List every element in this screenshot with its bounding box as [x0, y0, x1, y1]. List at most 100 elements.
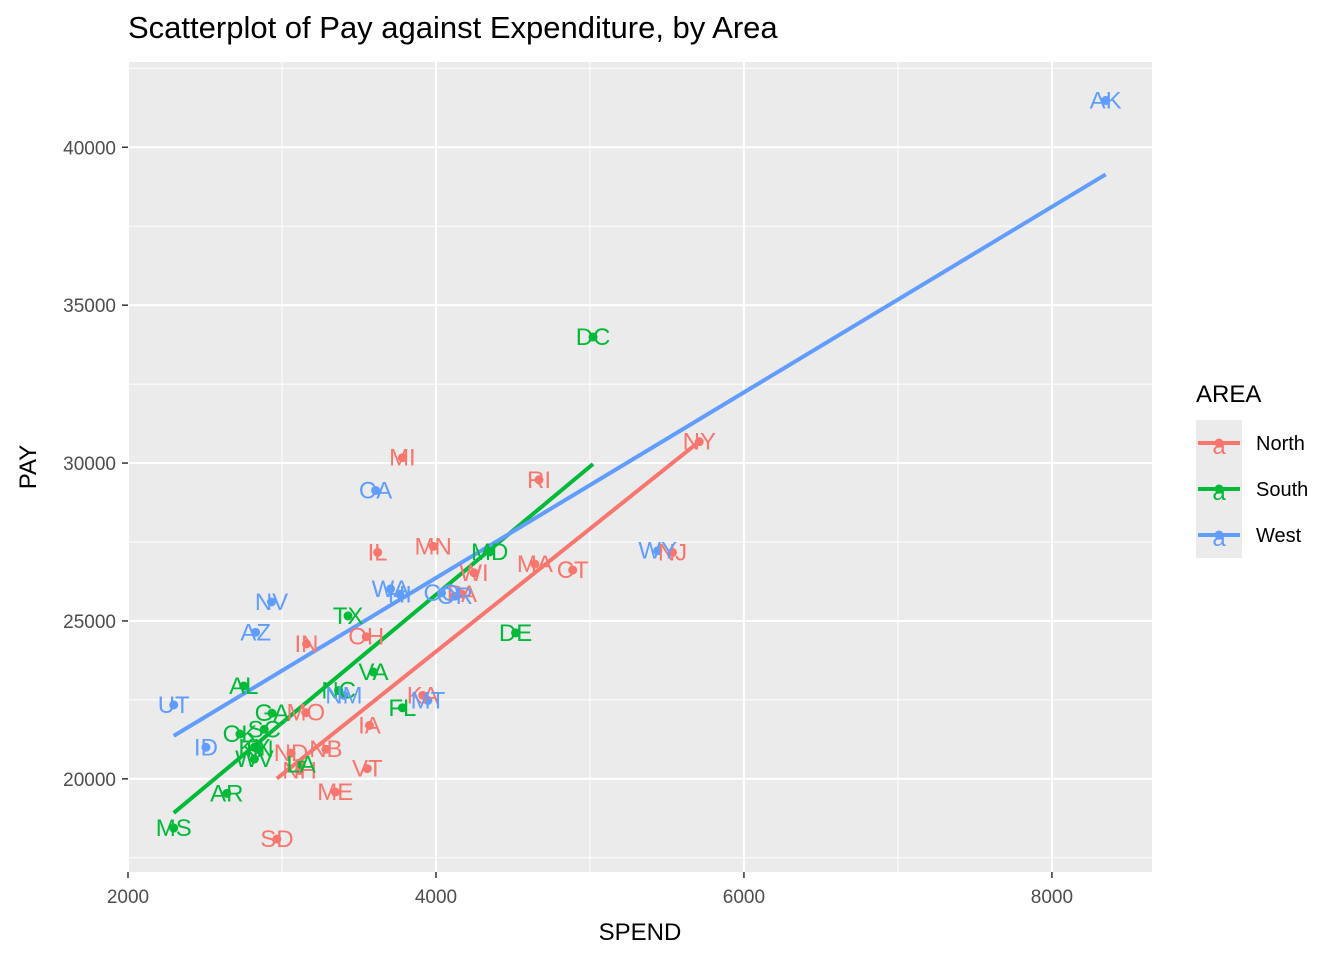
- point-label: VA: [358, 659, 388, 686]
- point-label: WA: [372, 576, 410, 603]
- point-label: WY: [638, 538, 677, 565]
- point-label: VT: [352, 756, 383, 783]
- data-point: [534, 475, 544, 485]
- data-point: [485, 547, 495, 557]
- point-label: KA: [407, 682, 439, 709]
- data-point: [362, 764, 372, 774]
- data-point: [201, 742, 211, 752]
- data-point: [469, 568, 479, 578]
- y-tick-label: 30000: [63, 454, 116, 475]
- data-point: [267, 597, 277, 607]
- point-label: LA: [286, 751, 315, 778]
- x-tick-label: 6000: [723, 887, 765, 908]
- y-axis-title: PAY: [15, 445, 42, 489]
- point-label: WV: [235, 746, 274, 773]
- x-axis-title: SPEND: [599, 919, 682, 946]
- point-label: AL: [229, 673, 258, 700]
- point-label: CT: [557, 557, 589, 584]
- point-label: OR: [437, 583, 473, 610]
- point-label: IL: [368, 539, 388, 566]
- data-point: [301, 708, 311, 718]
- data-point: [395, 589, 405, 599]
- data-point: [667, 547, 677, 557]
- point-label: NM: [325, 682, 362, 709]
- point-label: CO: [424, 580, 460, 607]
- data-point: [373, 547, 383, 557]
- data-point: [330, 787, 340, 797]
- point-label: SC: [248, 716, 281, 743]
- point-label: IA: [358, 712, 381, 739]
- data-point: [253, 744, 263, 754]
- point-label: NB: [309, 736, 342, 763]
- data-point: [286, 748, 296, 758]
- data-point: [568, 565, 578, 575]
- point-label: SD: [260, 826, 293, 853]
- data-point: [235, 729, 245, 739]
- data-point: [249, 754, 259, 764]
- data-point: [339, 690, 349, 700]
- y-tick-label: 20000: [63, 770, 116, 791]
- point-label: MD: [471, 539, 508, 566]
- data-point: [397, 703, 407, 713]
- legend-label: West: [1256, 525, 1302, 547]
- data-point: [169, 700, 179, 710]
- axis-ticks: 2000 4000 6000 8000 20000 25000 30000 35000 4000…: [63, 138, 1073, 908]
- data-point: [653, 546, 663, 556]
- point-label: MI: [389, 445, 416, 472]
- point-label: OH: [348, 624, 384, 651]
- point-label: NJ: [658, 539, 687, 566]
- data-point: [272, 834, 282, 844]
- major-gridlines: [127, 62, 1152, 872]
- data-point: [530, 559, 540, 569]
- fit-line-west: [172, 172, 1107, 738]
- point-label: AK: [1090, 88, 1122, 115]
- point-label: ID: [194, 734, 218, 761]
- y-tick-label: 25000: [63, 612, 116, 633]
- data-point: [386, 584, 396, 594]
- data-point: [450, 591, 460, 601]
- point-label: GA: [255, 700, 290, 727]
- legend-key-letter: a: [1212, 525, 1226, 552]
- point-label: RI: [527, 467, 551, 494]
- fit-lines: [172, 172, 1107, 815]
- point-label: PA: [447, 581, 477, 608]
- legend-label: North: [1256, 433, 1305, 455]
- plot-panel: [128, 62, 1152, 872]
- chart-title: Scatterplot of Pay against Expenditure, …: [128, 10, 778, 45]
- data-point: [321, 744, 331, 754]
- x-tick-label: 4000: [415, 887, 457, 908]
- legend-key-letter: a: [1212, 433, 1226, 460]
- data-point: [259, 724, 269, 734]
- data-point: [169, 823, 179, 833]
- point-label: MS: [156, 815, 192, 842]
- data-point: [267, 708, 277, 718]
- point-label: HI: [388, 581, 412, 608]
- legend-key-point: [1214, 438, 1224, 448]
- point-label: TX: [333, 603, 364, 630]
- point-label: IN: [294, 631, 318, 658]
- point-label: NY: [683, 429, 716, 456]
- point-label: UT: [158, 692, 190, 719]
- point-label: FL: [388, 695, 416, 722]
- legend-key-letter: a: [1212, 479, 1226, 506]
- point-label: CA: [359, 477, 392, 504]
- data-point: [1101, 96, 1111, 106]
- data-point: [222, 788, 232, 798]
- point-label: DC: [576, 324, 611, 351]
- point-label: ND: [274, 740, 309, 767]
- minor-gridlines: [128, 62, 1152, 872]
- data-point: [296, 759, 306, 769]
- point-label: TN: [242, 736, 274, 763]
- fit-line-south: [172, 462, 595, 815]
- data-point: [371, 485, 381, 495]
- point-label: AR: [210, 780, 243, 807]
- point-label: MN: [415, 533, 452, 560]
- point-label: MA: [517, 551, 553, 578]
- data-point: [428, 541, 438, 551]
- y-tick-label: 40000: [63, 138, 116, 159]
- data-point: [361, 632, 371, 642]
- data-point: [343, 611, 353, 621]
- data-point: [423, 695, 433, 705]
